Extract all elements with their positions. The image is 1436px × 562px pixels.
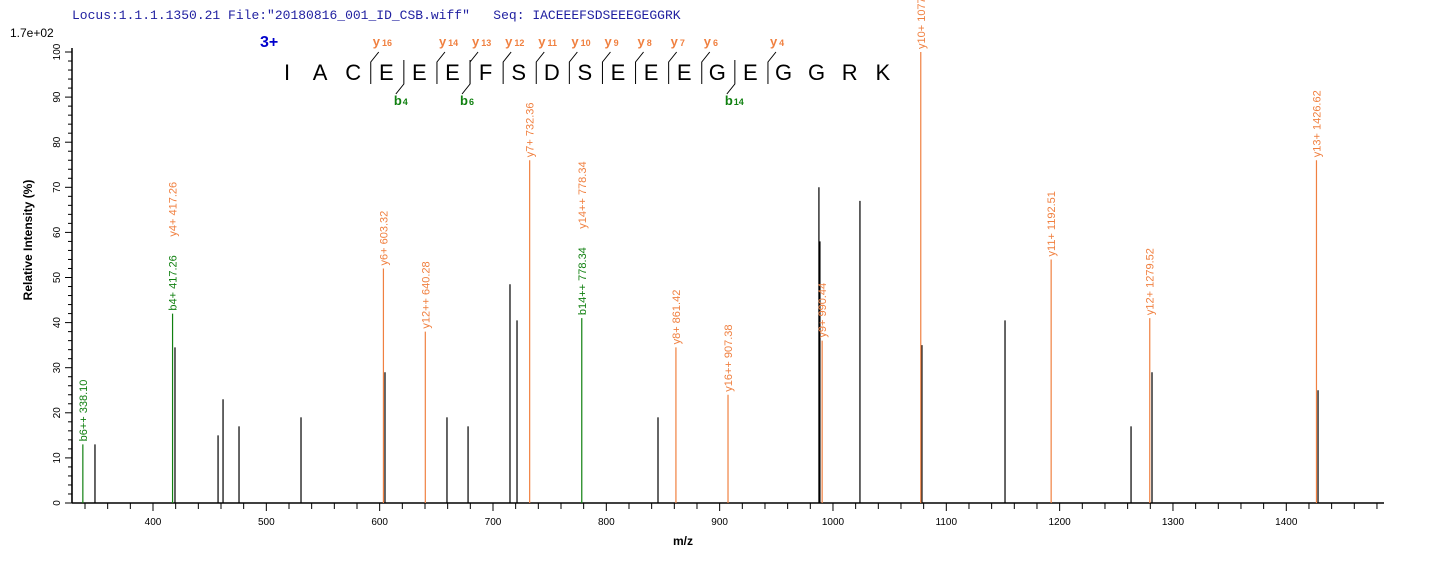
sequence-residue: E — [412, 60, 427, 85]
y-tick-label: 40 — [52, 317, 63, 329]
peaks: b6++ 338.10 b4+ 417.26 y4+ 417.26 y6+ 603.3… — [71, 0, 1323, 503]
peak-label: y11+ 1192.51 — [1046, 191, 1058, 256]
sequence-residue: E — [611, 60, 626, 85]
peak-label: y7+ 732.36 — [525, 102, 537, 157]
x-axis-title: m/z — [673, 534, 693, 548]
peak-label: b6++ 338.10 — [78, 380, 90, 442]
seq-text: IACEEEFSDSEEEGEGGRK — [532, 8, 681, 23]
b-ion-label: b6 — [460, 93, 474, 108]
y-tick-label: 100 — [52, 43, 63, 60]
y-scale-label: 1.7e+02 — [10, 26, 54, 40]
sequence-residue: G — [808, 60, 825, 85]
x-tick-label: 700 — [485, 517, 502, 528]
y-tick-label: 20 — [52, 407, 63, 419]
y-ion-cut-mark — [635, 51, 644, 84]
x-tick-label: 1200 — [1049, 517, 1072, 528]
y-tick-label: 80 — [52, 136, 63, 148]
file-text: File:"20180816_001_ID_CSB.wiff" — [228, 8, 470, 23]
x-tick-label: 600 — [371, 517, 388, 528]
x-tick-label: 500 — [258, 517, 275, 528]
x-tick-label: 1300 — [1162, 517, 1185, 528]
b-ion-label: b4 — [394, 93, 408, 108]
y-ion-label: y 16 — [373, 34, 392, 49]
peak-label: y9+ 990.44 — [817, 283, 829, 338]
x-tick-label: 900 — [711, 517, 728, 528]
sequence-residue: E — [379, 60, 394, 85]
sequence-residue: G — [775, 60, 792, 85]
y-ion-label: y 11 — [538, 34, 557, 49]
charge-label: 3+ — [260, 34, 278, 51]
sequence-residue: D — [544, 60, 560, 85]
y-ion-cut-mark — [568, 51, 578, 84]
sequence-residue: I — [284, 60, 290, 85]
peak-label: y12+ 1279.52 — [1145, 248, 1157, 315]
y-tick-label: 60 — [52, 226, 63, 238]
y-ion-cut-mark — [436, 51, 446, 84]
peak-label: y14++ 778.34 — [577, 161, 589, 228]
sequence-residue: G — [709, 60, 726, 85]
peak-label: y10+ 1077.46 — [916, 0, 928, 49]
seq-label: Seq: — [493, 8, 525, 23]
y-ion-cut-mark — [701, 51, 711, 84]
y-ion-label: y 10 — [571, 34, 590, 49]
y-tick-label: 0 — [52, 500, 63, 506]
sequence-residue: K — [875, 60, 890, 85]
sequence-residue: S — [578, 60, 593, 85]
y-tick-label: 70 — [52, 181, 63, 193]
y-ion-cut-mark — [502, 51, 512, 84]
peak-label: b14++ 778.34 — [577, 247, 589, 315]
y-tick-label: 50 — [52, 272, 63, 284]
peak-label: y16++ 907.38 — [723, 324, 735, 391]
peak-label: y8+ 861.42 — [671, 290, 683, 345]
peak-label: y4+ 417.26 — [168, 182, 180, 237]
axes: 400 500 600 700 800 900 1000 1100 1200 1300 1400 0 1… — [52, 43, 1384, 528]
sequence-residue: E — [644, 60, 659, 85]
y-ion-cut-mark — [767, 51, 777, 84]
sequence-residue: E — [677, 60, 692, 85]
peak-label: y13+ 1426.62 — [1311, 90, 1323, 157]
x-tick-label: 800 — [598, 517, 615, 528]
b-ion-cut-mark — [395, 60, 405, 95]
y-ion-cut-mark — [535, 51, 545, 84]
y-tick-label: 30 — [52, 362, 63, 374]
peak-label: y12++ 640.28 — [420, 261, 432, 328]
y-tick-label: 10 — [52, 452, 63, 464]
peak-label: b4+ 417.26 — [168, 255, 180, 310]
y-ion-cut-mark — [668, 51, 678, 84]
y-ion-label: y 13 — [472, 34, 491, 49]
x-tick-label: 400 — [145, 517, 162, 528]
y-ion-label: y 12 — [505, 34, 524, 49]
sequence-residue: E — [743, 60, 758, 85]
sequence-residue: F — [479, 60, 492, 85]
y-ion-cut-mark — [469, 51, 479, 84]
y-tick-label: 90 — [52, 91, 63, 103]
sequence-residue: A — [313, 60, 328, 85]
sequence-residue: R — [842, 60, 858, 85]
sequence-residue: E — [445, 60, 460, 85]
sequence-annotation: I A C E E E F S D S E E E G E G G R Ky 16 y 14 y 13 y 12 y 11 y 10 y 9 y… — [284, 34, 891, 108]
x-tick-label: 1100 — [936, 517, 958, 528]
sequence-residue: C — [345, 60, 361, 85]
x-tick-label: 1000 — [822, 517, 845, 528]
b-ion-cut-mark — [461, 60, 471, 95]
y-axis-title: Relative Intensity (%) — [21, 180, 35, 301]
b-ion-cut-mark — [726, 60, 736, 95]
x-tick-label: 1400 — [1275, 517, 1298, 528]
b-ion-label: b14 — [725, 93, 744, 108]
y-ion-label: y 14 — [439, 34, 458, 49]
peak-label: y6+ 603.32 — [378, 211, 390, 266]
spectrum-header: Locus:1.1.1.1350.21 File:"20180816_001_I… — [72, 8, 681, 23]
sequence-residue: S — [511, 60, 526, 85]
y-ion-cut-mark — [370, 51, 380, 84]
y-ion-cut-mark — [601, 51, 611, 84]
locus-text: Locus:1.1.1.1350.21 — [72, 8, 221, 23]
